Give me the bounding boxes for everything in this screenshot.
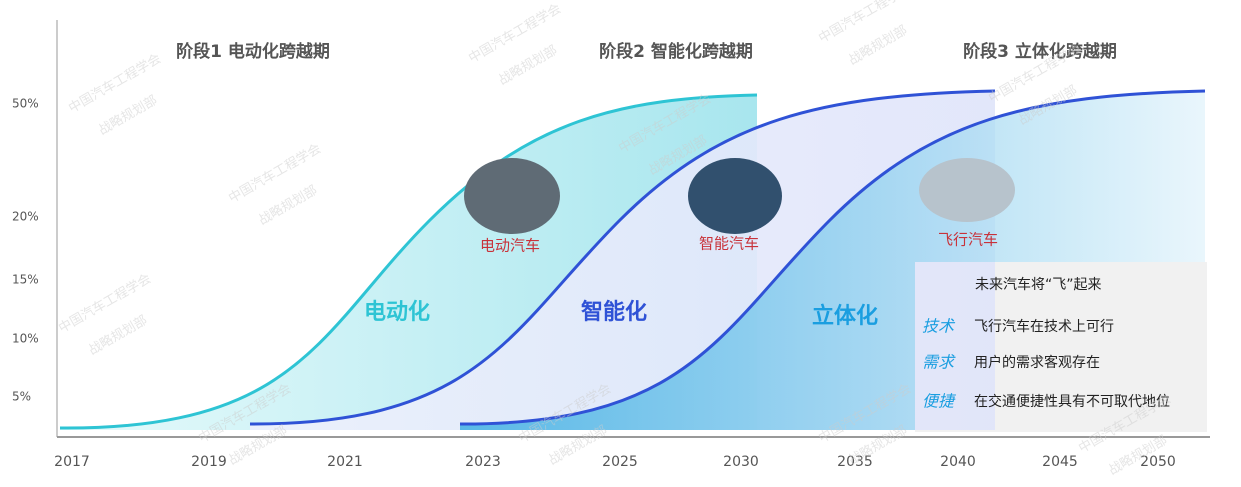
phase-label: 智能化 bbox=[581, 299, 647, 325]
summary-text: 在交通便捷性具有不可取代地位 bbox=[974, 393, 1170, 410]
smart-car-image bbox=[688, 158, 782, 234]
y-label: 20% bbox=[12, 210, 39, 224]
summary-headline: 未来汽车将“飞”起来 bbox=[975, 276, 1102, 293]
summary-key: 便捷 bbox=[922, 392, 957, 411]
x-label: 2030 bbox=[723, 454, 759, 470]
x-label: 2021 bbox=[327, 454, 363, 470]
x-label: 2025 bbox=[602, 454, 638, 470]
y-label: 5% bbox=[12, 390, 31, 404]
summary-key: 技术 bbox=[922, 317, 956, 336]
watermark: 战略规划部 bbox=[256, 182, 320, 228]
y-label: 15% bbox=[12, 273, 39, 287]
stage-title: 阶段1 电动化跨越期 bbox=[176, 41, 330, 62]
x-label: 2050 bbox=[1140, 454, 1176, 470]
x-label: 2035 bbox=[837, 454, 873, 470]
watermark: 战略规划部 bbox=[86, 312, 150, 358]
vehicle-caption: 智能汽车 bbox=[699, 235, 759, 253]
summary-text: 飞行汽车在技术上可行 bbox=[974, 318, 1114, 335]
x-label: 2045 bbox=[1042, 454, 1078, 470]
x-label: 2040 bbox=[940, 454, 976, 470]
watermark: 战略规划部 bbox=[846, 22, 910, 68]
y-label: 50% bbox=[12, 97, 39, 111]
stage-title: 阶段3 立体化跨越期 bbox=[963, 41, 1117, 62]
phase-label: 电动化 bbox=[364, 299, 430, 325]
watermark: 战略规划部 bbox=[96, 92, 160, 138]
summary-text: 用户的需求客观存在 bbox=[974, 354, 1100, 371]
stage-title: 阶段2 智能化跨越期 bbox=[599, 41, 753, 62]
watermark: 战略规划部 bbox=[496, 42, 560, 88]
vehicle-caption: 飞行汽车 bbox=[938, 231, 998, 249]
curve-3 bbox=[459, 89, 1206, 426]
y-label: 10% bbox=[12, 332, 39, 346]
vehicle-caption: 电动汽车 bbox=[480, 237, 540, 255]
x-label: 2023 bbox=[465, 454, 501, 470]
flying-car-image bbox=[919, 158, 1015, 222]
phase-label: 立体化 bbox=[812, 303, 878, 329]
ev-image bbox=[464, 158, 560, 234]
curve-2 bbox=[249, 89, 996, 426]
area-3 bbox=[460, 91, 1205, 430]
x-label: 2019 bbox=[191, 454, 227, 470]
x-label: 2017 bbox=[54, 454, 90, 470]
summary-key: 需求 bbox=[922, 353, 956, 372]
curve-1 bbox=[59, 93, 758, 430]
